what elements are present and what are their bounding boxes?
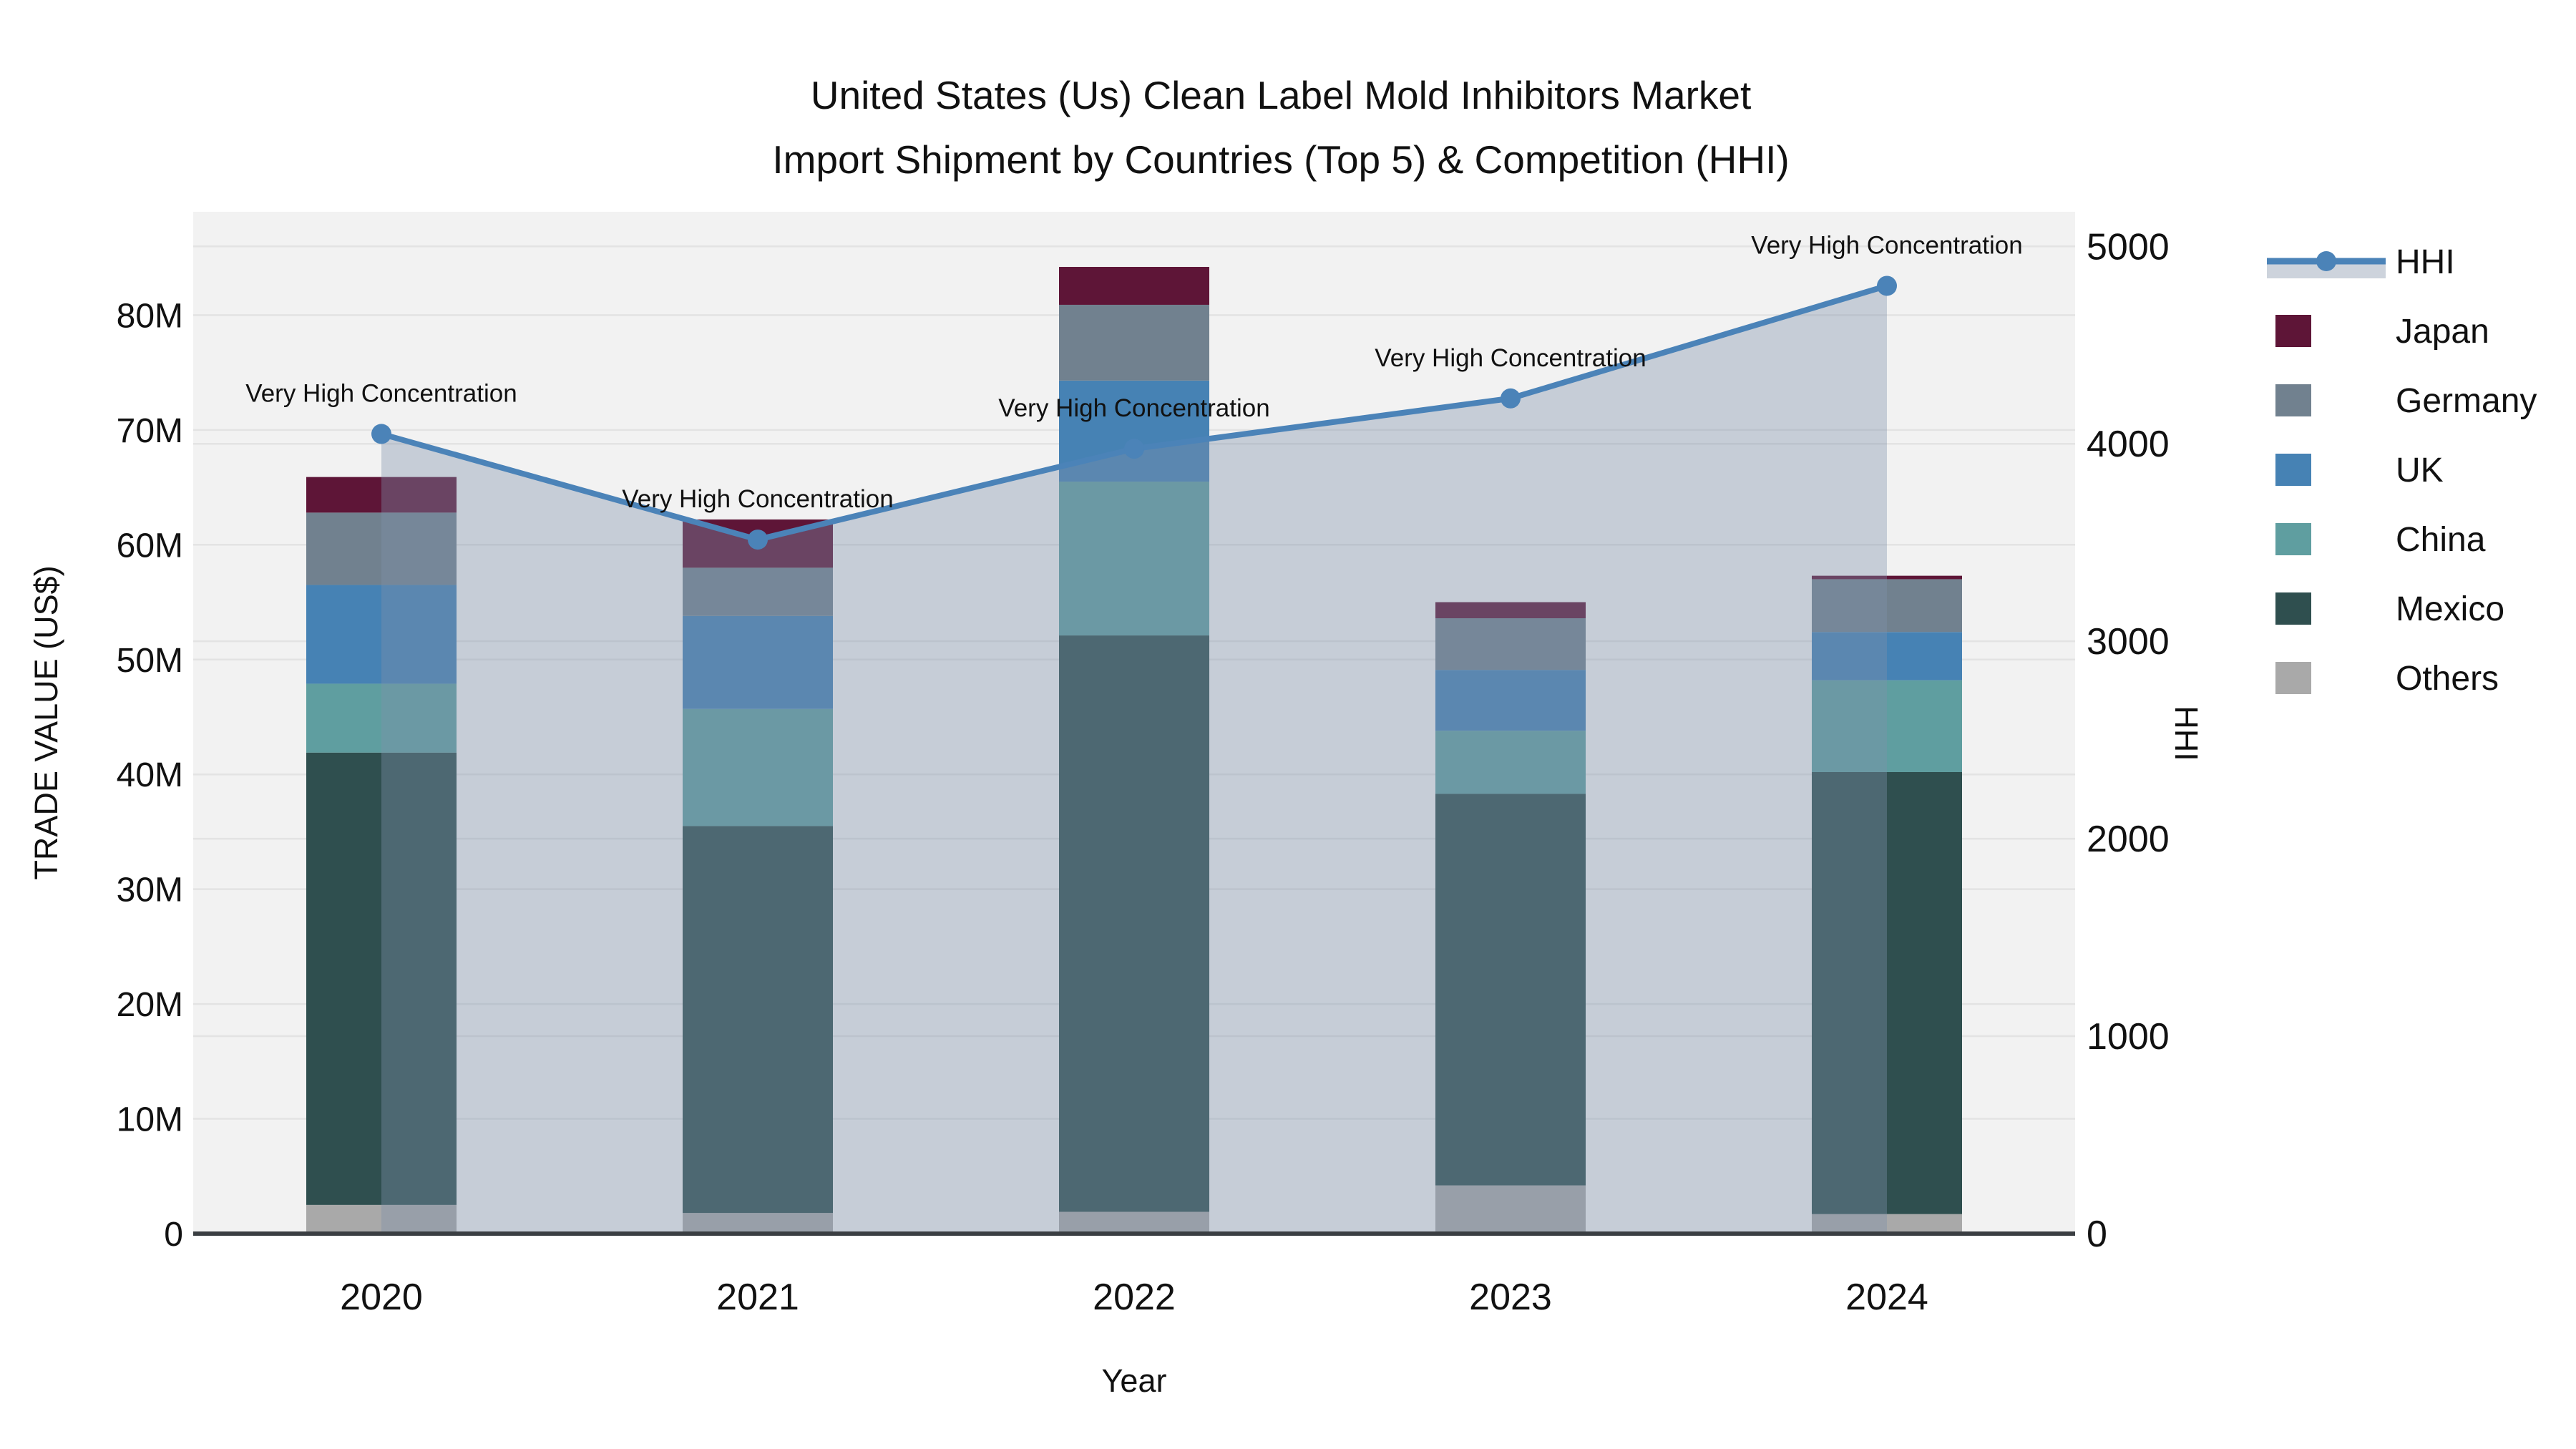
legend-label-japan[interactable]: Japan bbox=[2396, 313, 2489, 351]
bar-segment-mexico-2022 bbox=[1059, 635, 1209, 1212]
y-tick-label-left-0: 0 bbox=[164, 1216, 183, 1254]
bar-segment-china-2020 bbox=[306, 683, 457, 753]
hhi-area-fill bbox=[381, 286, 1887, 1234]
legend: HHI Japan Germany UK China Mexico Others bbox=[2267, 243, 2537, 698]
y-tick-label-left-3: 30M bbox=[117, 872, 183, 909]
bar-segment-mexico-2020 bbox=[306, 752, 457, 1205]
hhi-annotation-2024: Very High Concentration bbox=[1751, 231, 2022, 259]
bar-segment-china-2023 bbox=[1435, 731, 1586, 794]
y-tick-label-left-6: 60M bbox=[117, 527, 183, 565]
legend-item-others[interactable]: Others bbox=[2275, 660, 2499, 698]
axis-title-left: TRADE VALUE (US$) bbox=[28, 565, 64, 879]
bar-segment-others-2022 bbox=[1059, 1211, 1209, 1234]
y-tick-label-left-2: 20M bbox=[117, 986, 183, 1024]
legend-label-others[interactable]: Others bbox=[2396, 660, 2499, 698]
legend-swatch-japan bbox=[2275, 315, 2311, 347]
legend-item-mexico[interactable]: Mexico bbox=[2275, 590, 2504, 628]
chart-title-line1: United States (Us) Clean Label Mold Inhi… bbox=[811, 73, 1751, 117]
legend-swatch-china bbox=[2275, 523, 2311, 555]
y-tick-label-right-4: 4000 bbox=[2087, 424, 2170, 465]
legend-label-hhi[interactable]: HHI bbox=[2396, 243, 2455, 281]
hhi-marker-2021 bbox=[748, 530, 768, 550]
x-tick-label-2024: 2024 bbox=[1845, 1277, 1928, 1318]
axis-title-x: Year bbox=[1102, 1362, 1167, 1399]
y-tick-label-right-5: 5000 bbox=[2087, 226, 2170, 268]
bar-segment-others-2021 bbox=[683, 1213, 833, 1234]
legend-label-mexico[interactable]: Mexico bbox=[2396, 590, 2504, 628]
bars-group bbox=[306, 267, 1962, 1234]
hhi-annotation-2020: Very High Concentration bbox=[245, 379, 517, 407]
y-tick-label-right-3: 3000 bbox=[2087, 621, 2170, 663]
legend-swatch-germany bbox=[2275, 384, 2311, 416]
x-tick-label-2022: 2022 bbox=[1093, 1277, 1176, 1318]
y-tick-label-left-4: 40M bbox=[117, 756, 183, 794]
hhi-marker-2020 bbox=[371, 424, 391, 444]
bar-segment-uk-2023 bbox=[1435, 670, 1586, 731]
bar-segment-germany-2021 bbox=[683, 567, 833, 616]
bar-segment-mexico-2024 bbox=[1812, 771, 1962, 1214]
bar-segment-germany-2022 bbox=[1059, 304, 1209, 381]
x-tick-label-2023: 2023 bbox=[1469, 1277, 1552, 1318]
y-tick-label-left-8: 80M bbox=[117, 297, 183, 335]
chart-title-line2: Import Shipment by Countries (Top 5) & C… bbox=[772, 137, 1789, 182]
legend-item-hhi[interactable]: HHI bbox=[2267, 243, 2455, 281]
bar-segment-others-2024 bbox=[1812, 1214, 1962, 1234]
y-tick-label-right-0: 0 bbox=[2087, 1214, 2107, 1255]
y-tick-label-right-2: 2000 bbox=[2087, 819, 2170, 860]
hhi-marker-2022 bbox=[1124, 439, 1144, 459]
bar-segment-uk-2022 bbox=[1059, 380, 1209, 482]
bar-segment-others-2023 bbox=[1435, 1185, 1586, 1234]
hhi-annotation-2021: Very High Concentration bbox=[622, 485, 893, 513]
legend-swatch-uk bbox=[2275, 454, 2311, 486]
bar-segment-uk-2021 bbox=[683, 615, 833, 709]
bar-segment-others-2020 bbox=[306, 1204, 457, 1234]
y-tick-label-right-1: 1000 bbox=[2087, 1016, 2170, 1058]
bar-segment-japan-2022 bbox=[1059, 267, 1209, 305]
bar-segment-mexico-2021 bbox=[683, 826, 833, 1214]
y-tick-label-left-5: 50M bbox=[117, 642, 183, 680]
legend-item-uk[interactable]: UK bbox=[2275, 452, 2444, 489]
hhi-annotation-2023: Very High Concentration bbox=[1375, 344, 1646, 372]
legend-item-japan[interactable]: Japan bbox=[2275, 313, 2489, 351]
bar-segment-mexico-2023 bbox=[1435, 794, 1586, 1186]
bar-segment-uk-2024 bbox=[1812, 632, 1962, 680]
legend-label-germany[interactable]: Germany bbox=[2396, 382, 2537, 420]
bar-segment-uk-2020 bbox=[306, 585, 457, 684]
y-tick-label-left-7: 70M bbox=[117, 412, 183, 450]
bar-segment-germany-2024 bbox=[1812, 579, 1962, 633]
legend-swatch-others bbox=[2275, 662, 2311, 694]
bar-segment-china-2022 bbox=[1059, 482, 1209, 636]
legend-label-uk[interactable]: UK bbox=[2396, 452, 2444, 489]
hhi-marker-2024 bbox=[1877, 275, 1897, 296]
bar-segment-japan-2024 bbox=[1812, 575, 1962, 580]
legend-item-germany[interactable]: Germany bbox=[2275, 382, 2537, 420]
legend-line-marker-icon bbox=[2316, 251, 2336, 271]
hhi-marker-2023 bbox=[1501, 388, 1521, 409]
bar-segment-china-2024 bbox=[1812, 680, 1962, 772]
bar-segment-japan-2023 bbox=[1435, 602, 1586, 618]
bar-segment-germany-2023 bbox=[1435, 618, 1586, 670]
x-tick-label-2021: 2021 bbox=[716, 1277, 799, 1318]
bar-segment-germany-2020 bbox=[306, 512, 457, 585]
legend-label-china[interactable]: China bbox=[2396, 521, 2486, 559]
axis-title-right: HHI bbox=[2168, 706, 2205, 761]
bar-segment-china-2021 bbox=[683, 708, 833, 826]
y-tick-label-left-1: 10M bbox=[117, 1101, 183, 1139]
bar-segment-japan-2020 bbox=[306, 477, 457, 513]
legend-item-china[interactable]: China bbox=[2275, 521, 2486, 559]
hhi-annotation-2022: Very High Concentration bbox=[998, 394, 1269, 422]
legend-swatch-mexico bbox=[2275, 592, 2311, 625]
x-tick-label-2020: 2020 bbox=[340, 1277, 423, 1318]
